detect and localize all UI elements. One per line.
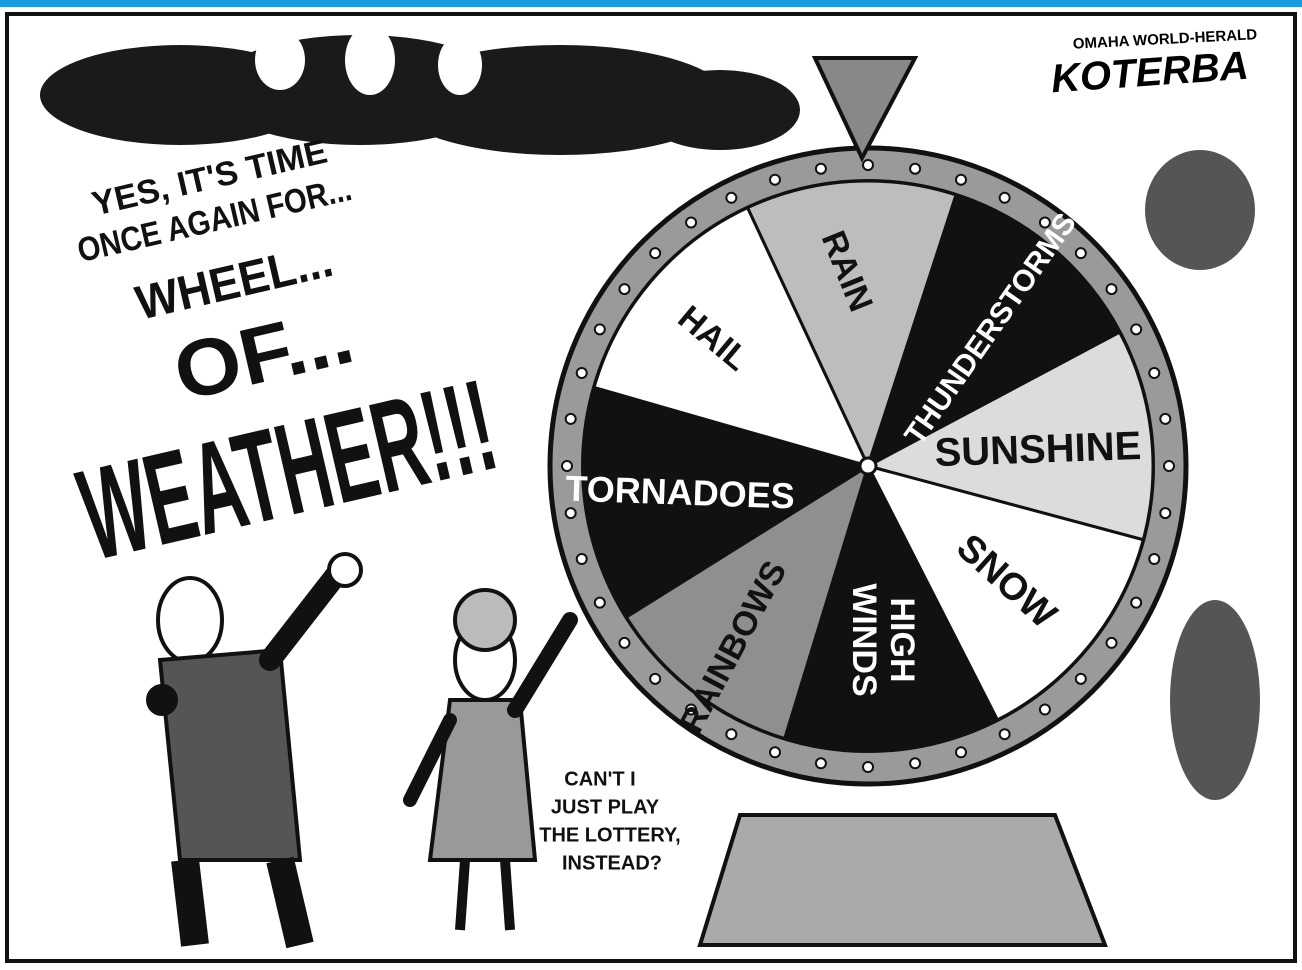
rim-stud bbox=[595, 324, 605, 334]
segment-label: WINDS bbox=[845, 583, 883, 696]
rim-stud bbox=[1107, 284, 1117, 294]
rim-stud bbox=[1000, 729, 1010, 739]
rim-stud bbox=[770, 747, 780, 757]
segment-label: TORNADOES bbox=[565, 468, 796, 517]
rim-stud bbox=[863, 762, 873, 772]
rim-stud bbox=[1160, 414, 1170, 424]
rim-stud bbox=[816, 758, 826, 768]
top-bar bbox=[0, 0, 1302, 7]
rim-stud bbox=[816, 164, 826, 174]
rim-stud bbox=[1149, 554, 1159, 564]
rim-stud bbox=[956, 747, 966, 757]
rim-stud bbox=[1160, 508, 1170, 518]
rim-stud bbox=[770, 175, 780, 185]
rim-stud bbox=[726, 193, 736, 203]
rim-stud bbox=[650, 674, 660, 684]
segment-label: SUNSHINE bbox=[934, 424, 1142, 475]
wheel-hub bbox=[860, 458, 876, 474]
speech-line: JUST PLAY bbox=[551, 796, 660, 818]
rim-stud bbox=[956, 175, 966, 185]
rim-stud bbox=[1131, 324, 1141, 334]
cartoon: RAIN THUNDERSTORMS SUNSHINE SNOW HIGH WI… bbox=[0, 0, 1302, 965]
page: {"credit": {"paper": "OMAHA WORLD-HERALD… bbox=[0, 0, 1302, 965]
rim-stud bbox=[726, 729, 736, 739]
rim-stud bbox=[577, 368, 587, 378]
speech-line: THE LOTTERY, bbox=[539, 824, 680, 846]
rim-stud bbox=[566, 414, 576, 424]
rim-stud bbox=[910, 758, 920, 768]
rim-stud bbox=[566, 508, 576, 518]
rim-stud bbox=[1107, 638, 1117, 648]
rim-stud bbox=[1040, 705, 1050, 715]
rim-stud bbox=[1000, 193, 1010, 203]
segment-label: HIGH bbox=[883, 598, 921, 683]
wheel-stand bbox=[700, 815, 1105, 945]
rim-stud bbox=[910, 164, 920, 174]
rim-stud bbox=[1131, 598, 1141, 608]
rim-stud bbox=[1076, 248, 1086, 258]
rim-stud bbox=[619, 638, 629, 648]
rim-stud bbox=[863, 160, 873, 170]
rim-stud bbox=[577, 554, 587, 564]
rim-stud bbox=[1149, 368, 1159, 378]
rim-stud bbox=[619, 284, 629, 294]
rim-stud bbox=[686, 217, 696, 227]
rim-stud bbox=[1076, 674, 1086, 684]
rim-stud bbox=[1164, 461, 1174, 471]
rim-stud bbox=[595, 598, 605, 608]
speech-line: CAN'T I bbox=[564, 768, 635, 790]
rim-stud bbox=[650, 248, 660, 258]
speech-line: INSTEAD? bbox=[562, 852, 662, 874]
